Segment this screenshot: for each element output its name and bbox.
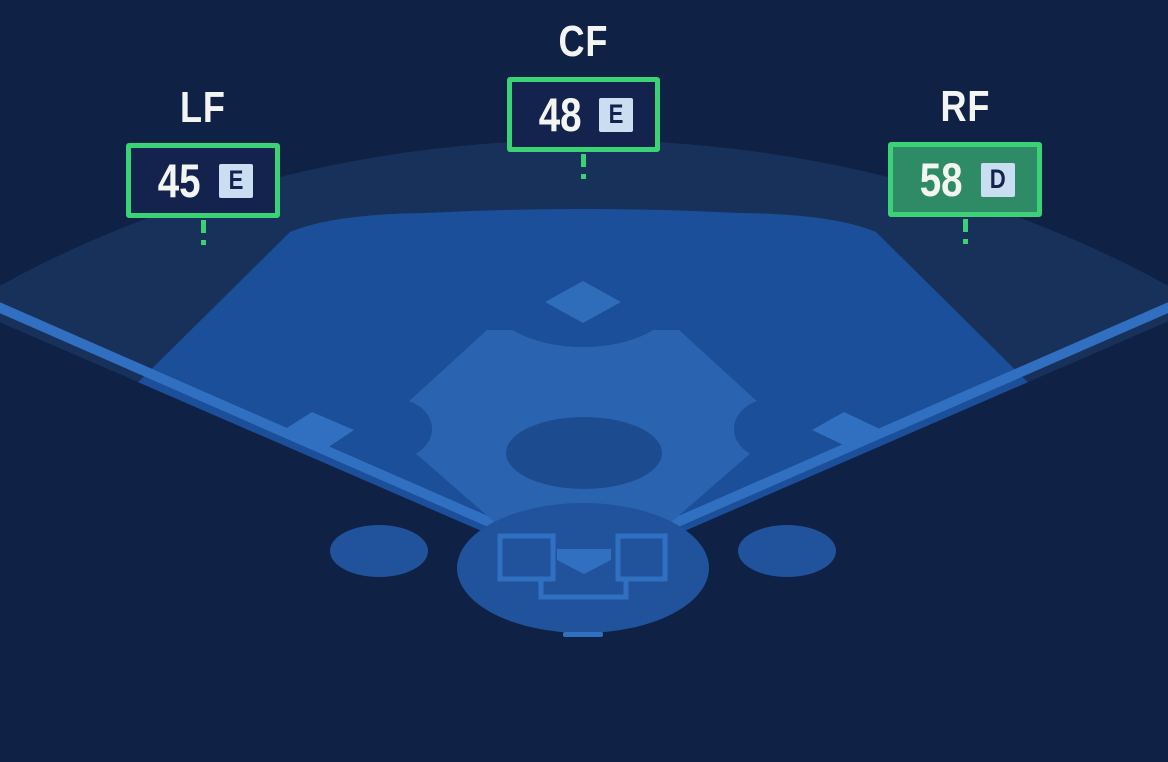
stem-dash — [200, 220, 206, 233]
rating-box-rf[interactable]: 58 D — [888, 142, 1042, 217]
rating-box-lf[interactable]: 45 E — [126, 143, 280, 218]
position-label-lf: LF — [175, 84, 231, 132]
marker-stem — [581, 154, 586, 179]
rating-value: 58 — [920, 153, 963, 206]
foul-territory-right — [583, 321, 1168, 762]
rating-box-cf[interactable]: 48 E — [507, 77, 660, 152]
position-marker-cf: CF 48 E — [507, 18, 660, 179]
third-base-cutout — [358, 399, 432, 459]
batter-box-right — [615, 533, 668, 582]
second-base — [545, 281, 621, 323]
stem-dash — [581, 154, 586, 167]
grade-letter: E — [608, 99, 624, 129]
foul-territory-left — [0, 322, 583, 762]
first-base-cutout — [734, 399, 808, 459]
position-label-cf: CF — [553, 18, 614, 66]
pitchers-mound — [506, 417, 662, 489]
stem-dot — [581, 174, 586, 179]
grade-badge: E — [218, 163, 253, 198]
grade-letter: E — [228, 165, 244, 195]
stem-dot — [962, 239, 968, 244]
position-label-rf: RF — [935, 83, 996, 131]
rating-value: 45 — [158, 154, 201, 207]
home-plate — [557, 549, 611, 574]
position-label-text: RF — [940, 82, 990, 131]
foul-line-right — [571, 302, 1168, 572]
on-deck-circle-right — [738, 525, 836, 577]
rating-value: 48 — [538, 88, 582, 141]
marker-stem — [962, 219, 968, 244]
grade-badge: D — [980, 162, 1015, 197]
first-base — [812, 412, 884, 450]
grade-badge: E — [599, 97, 634, 132]
stem-dot — [200, 240, 206, 245]
home-circle-mark — [563, 632, 603, 637]
grade-letter: D — [989, 164, 1006, 194]
on-deck-circle-left — [330, 525, 428, 577]
stem-dash — [962, 219, 968, 232]
position-label-text: LF — [180, 83, 226, 132]
position-label-text: CF — [558, 17, 609, 66]
third-base — [282, 412, 354, 450]
foul-line-left — [0, 302, 595, 572]
marker-stem — [200, 220, 206, 245]
position-marker-rf: RF 58 D — [888, 83, 1042, 244]
batter-box-left — [497, 533, 556, 582]
catcher-box — [538, 578, 629, 600]
position-marker-lf: LF 45 E — [126, 84, 280, 245]
